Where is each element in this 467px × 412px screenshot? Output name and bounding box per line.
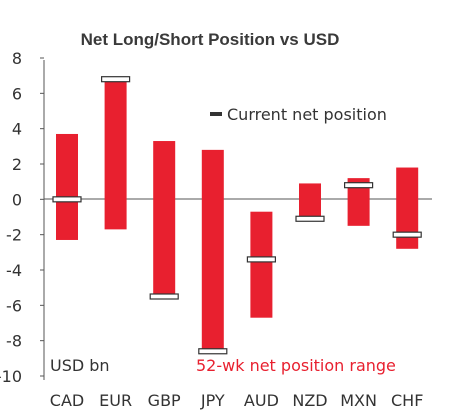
current-markers [52, 76, 422, 355]
y-tick-label: 8 [12, 49, 22, 68]
category-label-aud: AUD [244, 391, 279, 410]
y-axis-ticks: 8 6 4 2 0 -2 -4 -6 -8 -10 [0, 49, 44, 386]
category-label-nzd: NZD [292, 391, 327, 410]
current-marker-jpy [198, 348, 228, 355]
y-tick-label: -6 [6, 296, 22, 315]
legend-range-label: 52-wk net position range [196, 356, 396, 375]
legend-current: Current net position [210, 105, 387, 124]
category-label-gbp: GBP [148, 391, 181, 410]
range-bar-nzd [299, 183, 321, 219]
range-bar-chf [396, 167, 419, 249]
range-bar-eur [104, 79, 127, 230]
legend-current-swatch [210, 112, 222, 116]
category-label-cad: CAD [50, 391, 84, 410]
y-tick-label: -4 [6, 261, 22, 280]
current-marker-eur [100, 76, 131, 83]
category-labels: CAD EUR GBP JPY AUD NZD MXN CHF [50, 391, 424, 410]
legend-current-label: Current net position [227, 105, 387, 124]
current-marker-aud [246, 256, 276, 263]
y-tick-label: 4 [12, 120, 22, 139]
current-marker-nzd [295, 215, 325, 222]
y-tick-label: -2 [6, 226, 22, 245]
y-tick-label: 6 [12, 84, 22, 103]
category-label-mxn: MXN [340, 391, 377, 410]
category-label-chf: CHF [391, 391, 423, 410]
unit-label: USD bn [50, 356, 110, 375]
current-marker-cad [52, 196, 82, 203]
current-marker-mxn [344, 182, 374, 189]
y-tick-label: -10 [0, 367, 22, 386]
y-tick-label: 2 [12, 155, 22, 174]
category-label-jpy: JPY [200, 391, 225, 410]
range-bar-jpy [201, 149, 224, 352]
current-marker-gbp [149, 293, 179, 300]
y-tick-label: 0 [12, 190, 22, 209]
range-bar-gbp [153, 141, 176, 299]
range-bar-aud [250, 211, 273, 318]
category-label-eur: EUR [99, 391, 132, 410]
range-bar-cad [56, 133, 78, 240]
current-marker-chf [392, 231, 422, 238]
range-bar-mxn [347, 178, 370, 226]
chart-title: Net Long/Short Position vs USD [81, 30, 340, 49]
y-tick-label: -8 [6, 332, 22, 351]
range-bars [56, 79, 419, 352]
